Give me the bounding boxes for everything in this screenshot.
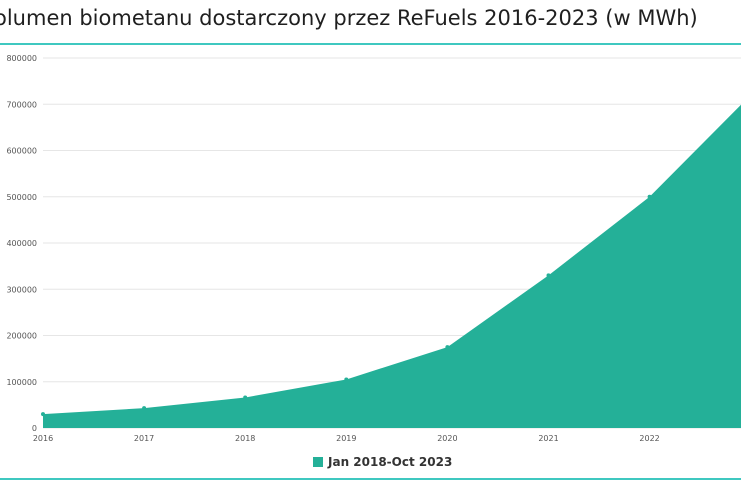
legend-swatch — [313, 457, 323, 467]
data-point-2020[interactable] — [445, 345, 450, 350]
footer-divider — [0, 478, 741, 480]
legend[interactable]: Jan 2018-Oct 2023 — [313, 455, 452, 469]
y-tick-label: 300000 — [6, 285, 37, 294]
y-tick-label: 200000 — [6, 332, 37, 341]
x-tick-label: 2020 — [437, 434, 457, 443]
x-tick-label: 2018 — [235, 434, 255, 443]
y-tick-label: 100000 — [6, 378, 37, 387]
data-point-2022[interactable] — [647, 194, 652, 199]
x-tick-label: 2021 — [538, 434, 558, 443]
data-point-2021[interactable] — [546, 273, 551, 278]
y-tick-label: 400000 — [6, 239, 37, 248]
x-tick-label: 2022 — [639, 434, 659, 443]
chart-title: olumen biometanu dostarczony przez ReFue… — [0, 6, 698, 30]
x-axis: 2016 2017 2018 2019 2020 2021 2022 — [33, 434, 660, 443]
data-point-2016[interactable] — [41, 412, 45, 417]
y-tick-label: 700000 — [6, 100, 37, 109]
y-tick-label: 0 — [32, 424, 37, 433]
data-point-2019[interactable] — [344, 377, 349, 382]
y-axis: 0 100000 200000 300000 400000 500000 600000 700… — [6, 54, 37, 433]
x-tick-label: 2017 — [134, 434, 154, 443]
y-tick-label: 600000 — [6, 147, 37, 156]
x-tick-label: 2016 — [33, 434, 53, 443]
y-tick-label: 800000 — [6, 54, 37, 63]
y-tick-label: 500000 — [6, 193, 37, 202]
series-area[interactable] — [43, 95, 741, 428]
x-tick-label: 2019 — [336, 434, 356, 443]
data-point-2017[interactable] — [142, 406, 147, 411]
series-area-layer — [41, 95, 741, 428]
data-point-2018[interactable] — [243, 395, 248, 400]
title-divider — [0, 43, 741, 45]
legend-label: Jan 2018-Oct 2023 — [328, 455, 453, 469]
